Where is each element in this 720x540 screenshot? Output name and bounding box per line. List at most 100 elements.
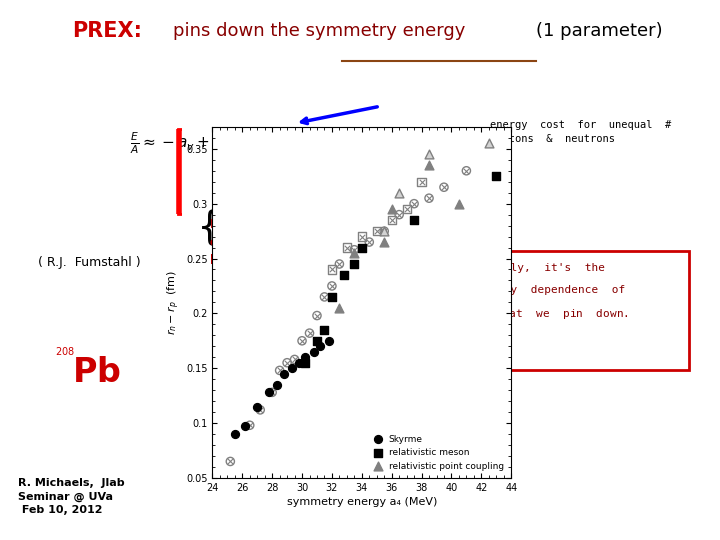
Point [311, 311, 323, 320]
Point [401, 205, 413, 213]
Skyrme [271, 380, 282, 389]
Text: energy  cost  for  unequal  #
protons  &  neutrons: energy cost for unequal # protons & neut… [490, 120, 671, 144]
Text: ( R.J.  Fumstahl ): ( R.J. Fumstahl ) [38, 256, 140, 269]
Skyrme [279, 369, 290, 378]
Point [341, 243, 353, 252]
Point [254, 406, 266, 414]
Point [371, 227, 382, 235]
Point [341, 243, 353, 252]
Skyrme [323, 336, 335, 345]
Skyrme [314, 342, 325, 350]
Skyrme [293, 359, 305, 367]
Text: $\bf{Pb}$: $\bf{Pb}$ [72, 356, 121, 389]
relativistic point coupling [423, 161, 435, 170]
Point [483, 139, 495, 147]
relativistic meson [326, 293, 338, 301]
relativistic point coupling [379, 238, 390, 246]
Point [348, 245, 360, 254]
Text: }: } [188, 207, 212, 245]
relativistic meson [356, 243, 367, 252]
Point [423, 194, 435, 202]
Point [393, 210, 405, 219]
Point [225, 457, 236, 466]
Point [326, 282, 338, 291]
Point [274, 366, 285, 375]
Point [386, 216, 397, 225]
Text: R. Michaels,  Jlab
Seminar @ UVa
 Feb 10, 2012: R. Michaels, Jlab Seminar @ UVa Feb 10, … [18, 478, 125, 515]
relativistic meson [311, 336, 323, 345]
Point [311, 311, 323, 320]
Point [304, 329, 315, 338]
relativistic point coupling [453, 199, 464, 208]
relativistic point coupling [333, 303, 345, 312]
Point [326, 265, 338, 274]
Point [379, 227, 390, 235]
Point [438, 183, 450, 192]
Point [379, 227, 390, 235]
Point [274, 366, 285, 375]
Skyrme [251, 402, 263, 411]
Text: PREX
error
bar: PREX error bar [210, 218, 247, 267]
Point [401, 205, 413, 213]
Skyrme [308, 347, 320, 356]
Point [326, 282, 338, 291]
Point [371, 227, 382, 235]
Point [438, 183, 450, 192]
relativistic point coupling [348, 249, 360, 258]
Skyrme [264, 388, 275, 397]
Point [225, 457, 236, 466]
Text: pins down the symmetry energy: pins down the symmetry energy [173, 22, 465, 40]
Point [297, 336, 308, 345]
Point [297, 336, 308, 345]
Y-axis label: $r_n - r_p$  (fm): $r_n - r_p$ (fm) [166, 270, 181, 335]
Text: (1 parameter): (1 parameter) [536, 22, 663, 40]
Point [266, 388, 278, 397]
Text: $a_4$  that  we  pin  down.: $a_4$ that we pin down. [470, 307, 629, 321]
Point [386, 216, 397, 225]
Point [319, 293, 330, 301]
relativistic meson [338, 271, 350, 279]
relativistic meson [408, 216, 420, 225]
Text: Actually,  it's  the: Actually, it's the [470, 263, 605, 273]
relativistic meson [348, 260, 360, 268]
Text: PREX:: PREX: [72, 21, 142, 42]
Point [304, 329, 315, 338]
Point [254, 406, 266, 414]
Point [333, 260, 345, 268]
Point [333, 260, 345, 268]
Text: $+\, a_s / A^{1/3} + \ldots$: $+\, a_s / A^{1/3} + \ldots$ [345, 133, 444, 154]
relativistic meson [300, 359, 311, 367]
Point [348, 245, 360, 254]
Point [415, 178, 427, 186]
FancyBboxPatch shape [460, 251, 689, 370]
Point [415, 178, 427, 186]
Skyrme [286, 364, 297, 373]
Text: density  dependence  of: density dependence of [470, 285, 625, 295]
Point [364, 238, 375, 246]
Point [282, 359, 293, 367]
Point [319, 293, 330, 301]
Point [282, 359, 293, 367]
Point [364, 238, 375, 246]
Point [423, 194, 435, 202]
Point [408, 199, 420, 208]
Point [356, 232, 367, 241]
Point [244, 421, 256, 430]
Point [289, 355, 300, 364]
relativistic point coupling [386, 205, 397, 213]
Text: $\frac{E}{A} \approx -a_v + a_4\!\left(\frac{N\!-\!Z}{A}\right)^{\!2}$: $\frac{E}{A} \approx -a_v + a_4\!\left(\… [130, 130, 273, 156]
Point [461, 166, 472, 175]
Point [379, 227, 390, 235]
Skyrme [229, 430, 240, 438]
Skyrme [300, 353, 311, 362]
Point [408, 199, 420, 208]
Point [423, 150, 435, 159]
Point [393, 210, 405, 219]
Legend: Skyrme, relativistic meson, relativistic point coupling: Skyrme, relativistic meson, relativistic… [368, 432, 507, 474]
Point [393, 188, 405, 197]
relativistic meson [490, 172, 502, 180]
Point [289, 355, 300, 364]
X-axis label: symmetry energy a₄ (MeV): symmetry energy a₄ (MeV) [287, 497, 437, 507]
Point [356, 232, 367, 241]
Text: $^{208}$: $^{208}$ [55, 346, 75, 360]
